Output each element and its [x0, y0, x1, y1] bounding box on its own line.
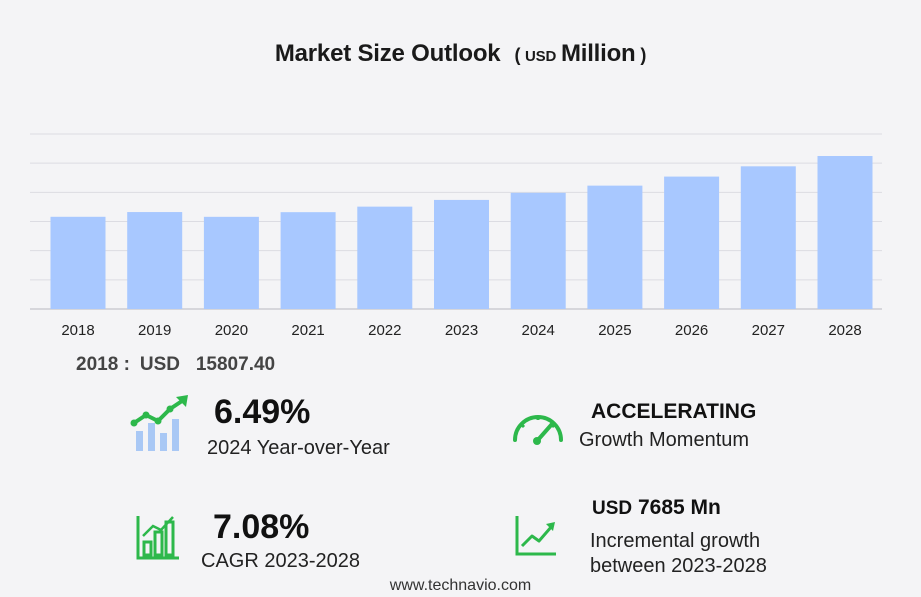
- x-tick-2026: 2026: [675, 322, 708, 339]
- momentum-heading: ACCELERATING: [591, 400, 757, 423]
- bar-2027: [740, 166, 796, 309]
- title-main: Market Size Outlook: [274, 40, 501, 67]
- incremental-label-line1: Incremental growth: [590, 530, 761, 552]
- momentum-label: Growth Momentum: [579, 429, 750, 451]
- cagr-label: CAGR 2023-2028: [201, 550, 360, 572]
- speedometer-icon: [513, 415, 563, 445]
- bar-2024: [510, 192, 566, 309]
- title-unit: ( USD Million ): [514, 40, 647, 67]
- x-tick-2019: 2019: [138, 322, 171, 339]
- x-tick-2021: 2021: [291, 322, 324, 339]
- growth-bars-icon: [130, 395, 188, 451]
- x-tick-2020: 2020: [215, 322, 248, 339]
- bar-2021: [280, 212, 336, 309]
- x-tick-2028: 2028: [828, 322, 861, 339]
- bar-2020: [203, 216, 259, 309]
- footer-url: www.technavio.com: [389, 577, 532, 594]
- bar-2023: [434, 199, 489, 309]
- incremental-label-line2: between 2023-2028: [590, 555, 767, 577]
- bar-2018: [50, 216, 106, 309]
- incremental-value: USD 7685 Mn: [592, 496, 721, 519]
- x-tick-2025: 2025: [598, 322, 631, 339]
- base-year-value: 2018 : USD 15807.40: [76, 354, 276, 375]
- x-tick-2024: 2024: [522, 322, 555, 339]
- x-tick-2023: 2023: [445, 322, 478, 339]
- x-axis-labels: 2018 2019 2020 2021 2022 2023 2024 2025 2026 2027…: [61, 322, 861, 339]
- x-tick-2018: 2018: [61, 322, 94, 339]
- cagr-value: 7.08%: [213, 508, 310, 546]
- yoy-value: 6.49%: [214, 393, 311, 431]
- bar-chart: 2018 2019 2020 2021 2022 2023 2024 2025 2026 2027…: [30, 133, 882, 339]
- x-tick-2022: 2022: [368, 322, 401, 339]
- trend-line-icon: [515, 516, 556, 556]
- yoy-label: 2024 Year-over-Year: [207, 437, 390, 459]
- bar-2025: [587, 185, 643, 309]
- bar-2028: [817, 155, 873, 309]
- bar-2026: [664, 176, 720, 309]
- bar-chart-icon: [136, 516, 179, 560]
- x-tick-2027: 2027: [752, 322, 785, 339]
- bar-2019: [127, 212, 183, 309]
- chart-bars: [50, 155, 873, 309]
- bar-2022: [357, 206, 413, 309]
- chart-title: Market Size Outlook ( USD Million ): [0, 40, 921, 68]
